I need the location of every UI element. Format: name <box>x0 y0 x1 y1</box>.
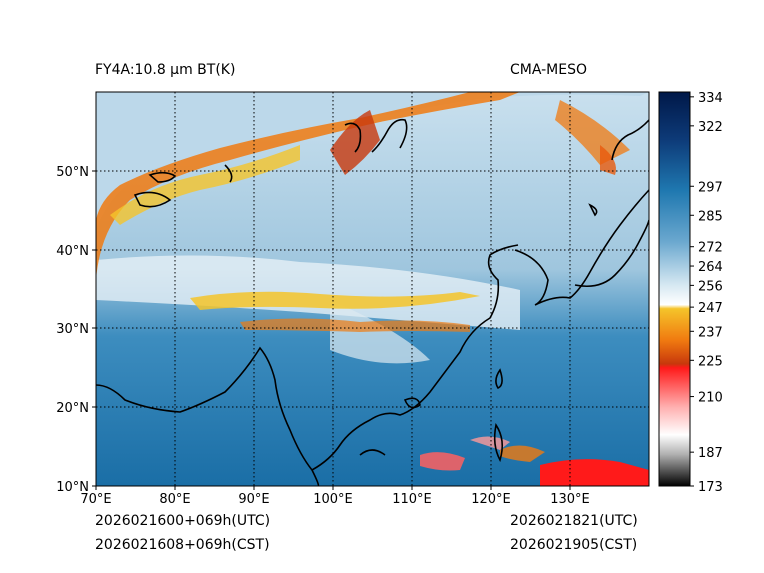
coastlines <box>96 118 649 486</box>
init-time-utc: 2026021600+069h(UTC) <box>95 513 271 529</box>
colorbar-tick-label: 187 <box>698 446 723 461</box>
colorbar-tick-label: 297 <box>698 180 723 195</box>
colorbar-tick-label: 256 <box>698 279 723 294</box>
lat-label-30: 30°N <box>56 322 89 337</box>
lat-label-10: 10°N <box>56 480 89 495</box>
colorbar-ticks: 334 322 297 285 272 264 256 247 237 225 210 187 173 <box>690 91 723 495</box>
lat-label-40: 40°N <box>56 244 89 259</box>
lon-label-90: 90°E <box>238 492 269 507</box>
valid-time-utc: 2026021821(UTC) <box>510 513 638 529</box>
product-title: FY4A:10.8 µm BT(K) <box>95 62 236 78</box>
colorbar-tick-label: 264 <box>698 260 723 275</box>
lon-label-80: 80°E <box>159 492 190 507</box>
colorbar-tick-label: 237 <box>698 325 723 340</box>
colorbar-tick-label: 247 <box>698 301 723 316</box>
colorbar-tick-label: 322 <box>698 120 723 135</box>
colorbar <box>658 91 691 487</box>
lat-label-50: 50°N <box>56 165 89 180</box>
colorbar-tick-label: 173 <box>698 480 723 495</box>
colorbar-tick-label: 210 <box>698 391 723 406</box>
colorbar-tick-label: 285 <box>698 209 723 224</box>
axis-ticks <box>92 170 571 490</box>
satellite-image <box>96 92 649 486</box>
model-title: CMA-MESO <box>510 62 588 78</box>
lon-label-110: 110°E <box>392 492 432 507</box>
lon-label-70: 70°E <box>80 492 111 507</box>
graticule <box>96 92 649 486</box>
init-time-cst: 2026021608+069h(CST) <box>95 537 270 553</box>
colorbar-tick-label: 272 <box>698 241 723 256</box>
colorbar-tick-label: 225 <box>698 354 723 369</box>
valid-time-cst: 2026021905(CST) <box>510 537 638 553</box>
lon-label-120: 120°E <box>471 492 511 507</box>
lon-label-100: 100°E <box>313 492 353 507</box>
colorbar-tick-label: 334 <box>698 91 723 106</box>
lon-label-130: 130°E <box>550 492 590 507</box>
lat-label-20: 20°N <box>56 401 89 416</box>
map-frame <box>95 91 650 487</box>
